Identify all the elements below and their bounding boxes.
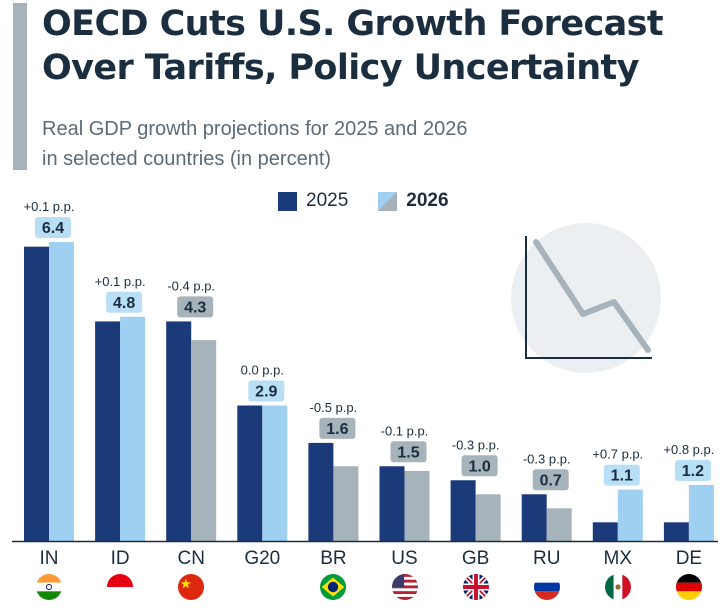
bar-2025-G20 [237,405,263,541]
change-label-RU: -0.3 p.p. [523,451,571,466]
change-label-DE: +0.8 p.p. [663,442,714,457]
value-label-DE: 1.2 [682,463,704,480]
legend-label-2025: 2025 [306,190,349,211]
flag-indonesia-icon [107,574,134,600]
value-label-RU: 0.7 [540,472,562,489]
bar-2026-RU [546,508,572,541]
bar-2025-RU [521,494,547,541]
trend-icon-axes [525,236,652,359]
category-label-US: US [391,548,417,569]
change-label-IN: +0.1 p.p. [24,199,75,214]
change-label-ID: +0.1 p.p. [95,274,146,289]
legend-swatch-2026 [378,191,398,211]
bar-2025-CN [166,321,192,541]
flag-india-icon [36,574,62,600]
value-label-bg-MX [603,464,640,486]
category-label-CN: CN [177,548,204,569]
subtitle-line-1: Real GDP growth projections for 2025 and… [42,118,468,140]
flag-uk-icon [462,574,489,600]
bar-2026-US [404,470,430,541]
category-label-BR: BR [320,548,346,569]
bar-2025-IN [24,246,49,541]
category-label-G20: G20 [244,548,280,569]
chart-subtitle: Real GDP growth projections for 2025 and… [42,114,467,174]
bar-2025-US [379,466,405,541]
title-accent-bar [13,3,27,170]
bar-2025-GB [450,480,476,541]
legend-item-2025: 2025 [278,190,348,212]
change-label-MX: +0.7 p.p. [592,447,643,462]
change-label-US: -0.1 p.p. [381,423,429,438]
value-label-bg-BR [319,417,356,439]
legend-label-2026: 2026 [406,190,449,211]
value-label-ID: 4.8 [113,295,135,312]
bar-2026-G20 [262,405,288,541]
flag-usa-icon [391,574,418,600]
value-label-bg-US [390,441,427,463]
bar-2026-GB [475,494,501,541]
value-label-bg-DE [674,459,711,481]
category-label-RU: RU [533,548,560,569]
value-label-bg-GB [461,455,498,477]
value-label-CN: 4.3 [184,299,206,316]
change-label-G20: 0.0 p.p. [241,363,284,378]
category-label-DE: DE [676,548,702,569]
value-label-bg-ID [106,291,143,313]
value-label-bg-G20 [248,380,285,402]
bar-2026-ID [120,316,146,541]
category-label-MX: MX [604,548,633,569]
trend-icon-background [511,223,661,373]
value-label-bg-CN [177,296,214,318]
subtitle-line-2: in selected countries (in percent) [42,148,332,170]
value-label-bg-IN [35,217,71,238]
bar-2025-BR [308,442,334,541]
flag-mexico-icon [604,574,631,600]
bar-2026-DE [688,484,714,541]
flag-china-icon [178,574,205,600]
value-label-MX: 1.1 [611,468,633,485]
change-label-CN: -0.4 p.p. [167,278,215,293]
bar-2025-DE [663,522,689,541]
category-label-ID: ID [111,548,130,569]
category-label-IN: IN [40,548,59,569]
legend-swatch-2025 [278,191,297,211]
bar-2026-MX [617,489,643,541]
chart-title: OECD Cuts U.S. Growth Forecast Over Tari… [42,2,664,90]
flag-russia-icon [533,574,560,600]
trend-icon-line [533,239,651,353]
chart-legend: 2025 2026 [278,190,479,212]
value-label-BR: 1.6 [326,421,348,438]
bar-2025-MX [592,522,618,541]
title-line-2: Over Tariffs, Policy Uncertainty [42,48,639,88]
flag-germany-icon [675,574,702,600]
value-label-GB: 1.0 [468,458,490,475]
bar-2026-BR [333,466,359,541]
change-label-GB: -0.3 p.p. [452,437,500,452]
change-label-BR: -0.5 p.p. [310,400,358,415]
flag-brazil-icon [320,574,347,600]
bar-2025-ID [95,321,121,541]
title-line-1: OECD Cuts U.S. Growth Forecast [42,4,664,44]
bar-2026-IN [49,242,74,541]
value-label-G20: 2.9 [255,384,277,401]
value-label-bg-RU [532,469,569,491]
value-label-IN: 6.4 [42,220,64,237]
value-label-US: 1.5 [397,444,419,461]
legend-item-2026: 2026 [378,190,449,212]
bar-2026-CN [191,340,217,541]
category-label-GB: GB [462,548,489,569]
